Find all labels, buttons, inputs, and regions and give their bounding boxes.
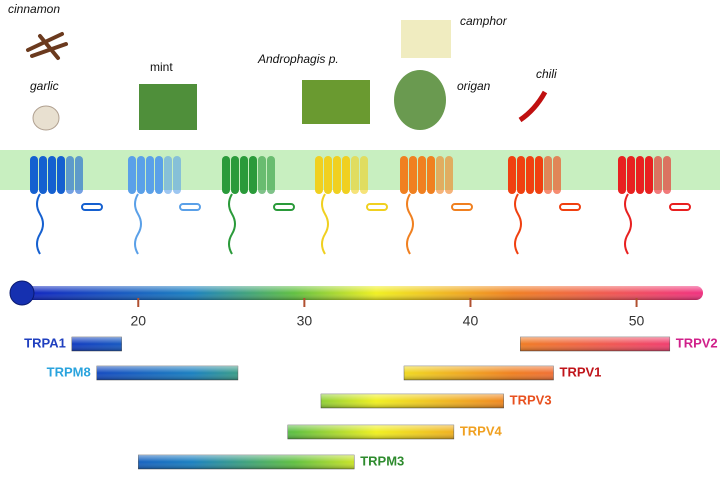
- helix: [66, 156, 74, 194]
- helix: [553, 156, 561, 194]
- helix: [240, 156, 248, 194]
- bar-shine: [96, 366, 238, 380]
- helix: [333, 156, 341, 194]
- helix: [517, 156, 525, 194]
- helix: [427, 156, 435, 194]
- helix: [57, 156, 65, 194]
- axis-start: [9, 280, 35, 306]
- helix: [267, 156, 275, 194]
- plot: 20 30 40 50 TRPA1 TRPM8 TRPV1 TRPV3 TRPV4 TRPM3 TR…: [24, 298, 718, 470]
- helix: [146, 156, 154, 194]
- domain: [451, 203, 473, 211]
- domain: [81, 203, 103, 211]
- helix: [48, 156, 56, 194]
- helix: [164, 156, 172, 194]
- tail: [406, 193, 414, 255]
- tail: [134, 193, 142, 255]
- domain: [179, 203, 201, 211]
- x-tick-label: 40: [463, 313, 479, 329]
- bar-shine: [71, 337, 122, 351]
- annotation: mint: [150, 60, 173, 74]
- series-label: TRPM3: [360, 453, 404, 468]
- helix: [39, 156, 47, 194]
- helix: [526, 156, 534, 194]
- helix: [315, 156, 323, 194]
- helix: [351, 156, 359, 194]
- helix: [360, 156, 368, 194]
- annotation: chili: [536, 67, 557, 81]
- bar-shine: [520, 337, 670, 351]
- annotation: garlic: [30, 79, 59, 93]
- series-label: TRPM8: [47, 364, 91, 379]
- tail: [514, 193, 522, 255]
- helix: [508, 156, 516, 194]
- tail: [228, 193, 236, 255]
- helix: [128, 156, 136, 194]
- helix: [222, 156, 230, 194]
- helix: [436, 156, 444, 194]
- helix: [258, 156, 266, 194]
- tail: [36, 193, 44, 255]
- series-label: TRPV2: [676, 335, 718, 350]
- bar-shine: [404, 366, 554, 380]
- x-tick-label: 50: [629, 313, 645, 329]
- helix: [409, 156, 417, 194]
- annotation: cinnamon: [8, 2, 60, 16]
- bar-shine: [138, 455, 355, 469]
- helix: [75, 156, 83, 194]
- helix: [618, 156, 626, 194]
- helix: [663, 156, 671, 194]
- bar-shine: [320, 394, 504, 408]
- helix: [636, 156, 644, 194]
- helix: [535, 156, 543, 194]
- axis-shine: [22, 286, 703, 300]
- helix: [249, 156, 257, 194]
- helix: [137, 156, 145, 194]
- channels: [30, 156, 691, 255]
- helix: [627, 156, 635, 194]
- domain: [559, 203, 581, 211]
- series-label: TRPV3: [510, 392, 552, 407]
- helix: [30, 156, 38, 194]
- x-tick-label: 20: [130, 313, 146, 329]
- annotation: Androphagis p.: [257, 52, 339, 66]
- series-label: TRPA1: [24, 335, 66, 350]
- series-label: TRPV1: [560, 364, 602, 379]
- annotation: origan: [457, 79, 491, 93]
- plant-images: [26, 20, 548, 131]
- domain: [669, 203, 691, 211]
- helix: [400, 156, 408, 194]
- tail: [321, 193, 329, 255]
- helix: [324, 156, 332, 194]
- helix: [544, 156, 552, 194]
- helix: [445, 156, 453, 194]
- helix: [654, 156, 662, 194]
- helix: [342, 156, 350, 194]
- helix: [173, 156, 181, 194]
- domain: [273, 203, 295, 211]
- x-tick-label: 30: [297, 313, 313, 329]
- bar-shine: [287, 425, 454, 439]
- helix: [418, 156, 426, 194]
- domain: [366, 203, 388, 211]
- helix: [645, 156, 653, 194]
- series-label: TRPV4: [460, 423, 503, 438]
- helix: [155, 156, 163, 194]
- helix: [231, 156, 239, 194]
- tail: [624, 193, 632, 255]
- annotation: camphor: [460, 14, 508, 28]
